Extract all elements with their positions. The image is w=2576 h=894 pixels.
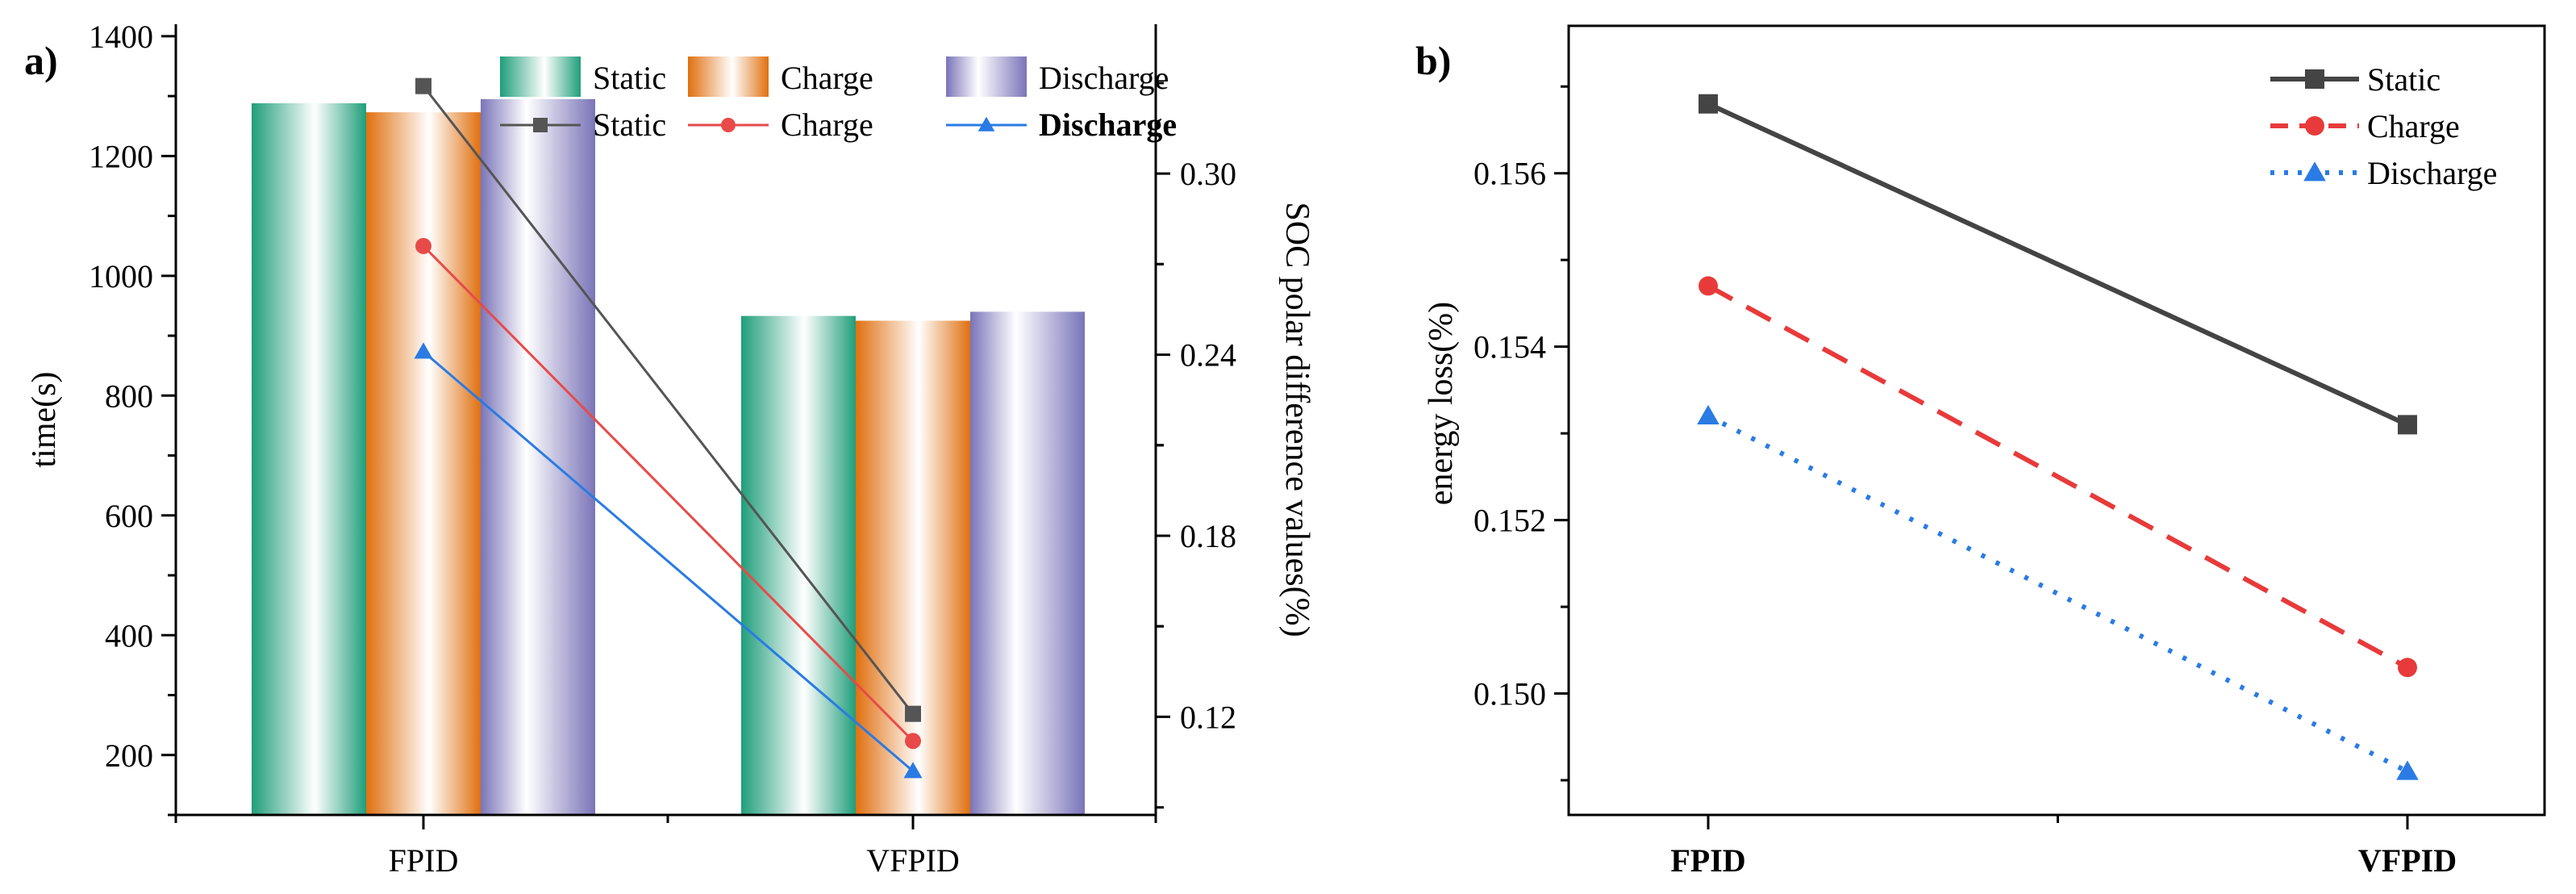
point-discharge-fpid	[414, 342, 433, 359]
legend-b-marker-charge	[2305, 116, 2324, 136]
chart-a-y2-ticks: 0.12 0.18 0.24 0.30	[1156, 81, 1236, 809]
point-b-static-fpid	[1699, 94, 1718, 114]
line-charge	[422, 244, 915, 742]
point-static-vfpid	[905, 705, 921, 722]
legend-bar-charge: Charge	[781, 60, 873, 96]
legend-swatch-charge	[688, 56, 769, 97]
point-charge-vfpid	[905, 733, 921, 750]
legend-swatch-static	[500, 56, 581, 97]
point-discharge-vfpid	[903, 762, 923, 779]
legend-b-marker-discharge	[2303, 161, 2326, 182]
bar-charge-fpid	[366, 112, 481, 816]
chart-a-lines	[414, 77, 923, 779]
bar-discharge-fpid	[481, 98, 595, 815]
chart-a-y2-tick-label: 0.18	[1180, 518, 1236, 554]
line-discharge	[423, 350, 914, 772]
chart-a-y2-tick-label: 0.30	[1180, 156, 1236, 192]
point-b-charge-vfpid	[2398, 658, 2417, 678]
point-b-discharge-vfpid	[2396, 760, 2419, 780]
point-b-charge-fpid	[1699, 276, 1718, 296]
legend-swatch-discharge	[946, 56, 1027, 97]
chart-a-y-tick-label: 1400	[89, 19, 153, 55]
chart-b-y-tick-label: 0.156	[1473, 156, 1546, 192]
legend-line-label-static: Static	[593, 107, 666, 143]
chart-b-x-tick-label: VFPID	[2358, 842, 2457, 879]
chart-a-y-tick-label: 200	[105, 737, 153, 774]
chart-b-x-ticks: FPID VFPID	[1670, 815, 2457, 879]
legend-line-label-charge: Charge	[781, 107, 873, 143]
legend-b-static: Static	[2367, 61, 2441, 98]
line-b-static	[1707, 101, 2409, 428]
chart-a-y-ticks: 200 400 600 800 1000 1200 1400	[89, 19, 176, 817]
chart-a-y-tick-label: 600	[105, 498, 153, 534]
chart-b-x-tick-label: FPID	[1670, 842, 1745, 879]
chart-a: a) 200 400 600 800 1000 1200 1400 0.12 0.18 0.24…	[24, 19, 1315, 879]
legend-b-marker-static	[2305, 69, 2324, 89]
bar-discharge-vfpid	[970, 311, 1085, 815]
chart-b-y-tick-label: 0.154	[1473, 329, 1546, 366]
chart-a-y-tick-label: 400	[105, 617, 153, 654]
chart-a-legend: Static Charge Discharge Static Charge Dischar…	[500, 56, 1177, 143]
chart-b-lines	[1697, 94, 2419, 780]
legend-marker-static	[533, 118, 548, 132]
chart-b-legend: Static Charge Discharge	[2270, 61, 2497, 191]
bar-static-fpid	[252, 103, 366, 815]
legend-bar-discharge: Discharge	[1039, 60, 1169, 96]
line-static	[422, 85, 915, 715]
chart-a-y-tick-label: 1000	[89, 258, 153, 295]
point-b-static-vfpid	[2398, 415, 2417, 435]
line-b-charge	[1707, 283, 2409, 670]
chart-a-y-tick-label: 800	[105, 378, 153, 414]
legend-line-label-discharge: Discharge	[1039, 107, 1177, 143]
point-static-fpid	[415, 77, 431, 94]
chart-a-bars	[252, 98, 1085, 816]
legend-bar-static: Static	[593, 60, 666, 96]
chart-b-ylabel: energy loss(%)	[1423, 302, 1460, 505]
chart-a-x-tick-label: FPID	[389, 842, 459, 879]
legend-marker-discharge	[977, 116, 995, 132]
legend-b-discharge: Discharge	[2367, 155, 2497, 191]
bar-charge-vfpid	[856, 320, 970, 815]
chart-a-y2-tick-label: 0.12	[1180, 699, 1236, 735]
chart-b: b) 0.150 0.152 0.154 0.156 FPID VFPID energy…	[1415, 24, 2546, 879]
legend-marker-charge	[721, 118, 736, 132]
chart-a-y2label: SOC polar difference values(%)	[1278, 202, 1315, 637]
point-charge-fpid	[415, 237, 431, 254]
chart-a-panel-label: a)	[24, 38, 58, 83]
chart-b-panel-label: b)	[1415, 38, 1451, 83]
chart-a-x-ticks: FPID VFPID	[174, 815, 1157, 879]
line-b-discharge	[1707, 413, 2409, 774]
chart-a-y2-tick-label: 0.24	[1180, 337, 1236, 374]
chart-b-y-tick-label: 0.150	[1473, 676, 1546, 712]
chart-b-y-tick-label: 0.152	[1473, 503, 1546, 539]
chart-a-ylabel: time(s)	[26, 372, 63, 468]
chart-b-y-ticks: 0.150 0.152 0.154 0.156	[1473, 85, 1569, 782]
legend-b-charge: Charge	[2367, 108, 2460, 144]
chart-a-y-tick-label: 1200	[89, 138, 153, 174]
chart-a-x-tick-label: VFPID	[866, 842, 960, 879]
point-b-discharge-fpid	[1697, 404, 1719, 424]
